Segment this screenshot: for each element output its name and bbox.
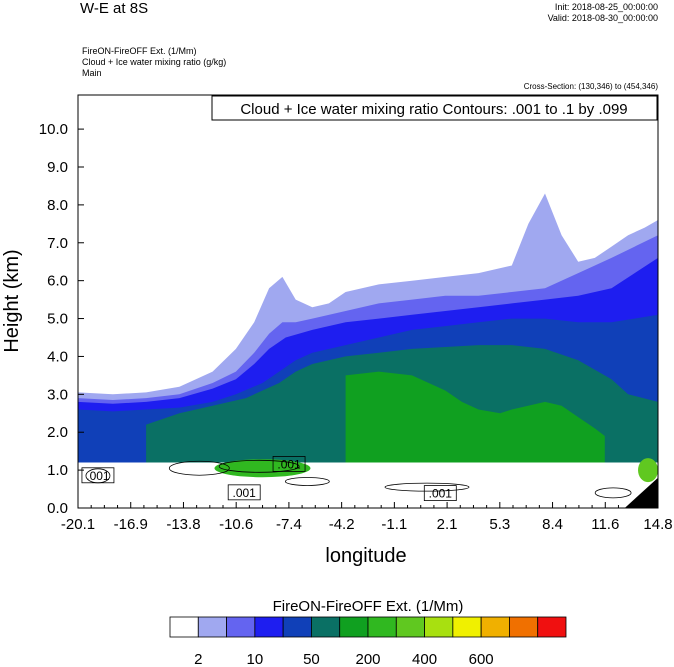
primary-field-label: FireON-FireOFF Ext. (1/Mm) [82,46,197,56]
y-tick-label: 5.0 [47,311,68,328]
contour-line-1 [168,460,230,476]
contour-label-box [423,485,457,502]
x-tick-label: -10.6 [219,516,253,533]
colorbar-swatch [254,616,284,638]
contour-line-3 [284,477,330,486]
y-tick-label: 9.0 [47,159,68,176]
mixing-ratio-contours: .001 .001 .001 .001 [81,456,632,502]
x-tick-label: -4.2 [329,516,355,533]
extinction-field [78,193,658,508]
colorbar-swatch [424,616,454,638]
colorbar-label: 50 [303,651,320,667]
contour-line-6 [594,487,632,499]
contour-label-box [81,467,115,484]
colorbar-swatch [395,616,425,638]
header-title: W-E at 8S [80,0,149,17]
contour-info-text: Cloud + Ice water mixing ratio Contours:… [240,101,627,118]
x-axis: -20.1 -16.9 -13.8 -10.6 -7.4 -4.2 -1.1 2.1 5.3 8.… [61,502,673,533]
contour-label: .001 [233,486,257,500]
contour-line-2 [218,459,300,473]
y-axis: 0.0 1.0 2.0 3.0 4.0 5.0 6.0 7.0 8.0 9.0 10.0 [39,121,84,517]
x-tick-label: 14.8 [643,516,672,533]
x-tick-label: -16.9 [114,516,148,533]
valid-time-label: Valid: 2018-08-30_00:00:00 [547,13,658,23]
surface-band [78,462,658,508]
colorbar-label: 400 [412,651,437,667]
colorbar [169,616,567,638]
y-tick-label: 4.0 [47,348,68,365]
x-tick-label: -20.1 [61,516,95,533]
x-tick-label: -13.8 [166,516,200,533]
colorbar-swatch [452,616,482,638]
extinction-layer-6 [345,371,605,463]
contour-line-4 [384,482,470,492]
colorbar-swatch [509,616,539,638]
x-tick-label: 11.6 [591,516,619,533]
contour-info-box [211,95,658,121]
cross-section-label: Cross-Section: (130,346) to (454,346) [523,82,658,91]
terrain [624,477,658,508]
x-tick-label: 5.3 [489,516,510,533]
low-cloud-patch [214,459,311,478]
colorbar-label: 10 [247,651,264,667]
contour-label: .001 [86,469,110,483]
colorbar-swatch [480,616,510,638]
colorbar-swatch [339,616,369,638]
y-tick-label: 2.0 [47,424,68,441]
colorbar-label: 2 [194,651,202,667]
edge-patch [638,458,658,483]
y-tick-label: 10.0 [39,121,68,138]
contour-label: .001 [429,487,453,501]
colorbar-swatch [226,616,256,638]
y-tick-label: 1.0 [47,462,68,479]
contour-field-label: Cloud + Ice water mixing ratio (g/kg) [82,57,227,67]
colorbar-swatch [537,616,567,638]
colorbar-title: FireON-FireOFF Ext. (1/Mm) [273,598,464,615]
y-tick-label: 7.0 [47,235,68,252]
contour-label: .001 [277,457,301,471]
x-tick-label: 2.1 [437,516,458,533]
x-axis-label: longitude [325,545,406,567]
colorbar-labels: 2 10 50 200 400 600 [194,651,494,667]
colorbar-swatch [311,616,341,638]
init-time-label: Init: 2018-08-25_00:00:00 [554,2,658,12]
x-tick-label: -7.4 [276,516,302,533]
contour-label-box [227,484,261,501]
y-tick-label: 8.0 [47,197,68,214]
colorbar-swatch [367,616,397,638]
y-axis-label: Height (km) [1,249,23,352]
colorbar-swatch [169,616,199,638]
y-tick-label: 0.0 [47,500,68,517]
y-tick-label: 6.0 [47,273,68,290]
colorbar-swatch [197,616,227,638]
colorbar-label: 200 [355,651,380,667]
x-tick-label: -1.1 [381,516,407,533]
colorbar-swatch [282,616,312,638]
contour-label-box [272,456,306,472]
colorbar-label: 600 [469,651,494,667]
domain-label: Main [82,68,102,78]
y-tick-label: 3.0 [47,386,68,403]
x-tick-label: 8.4 [542,516,563,533]
